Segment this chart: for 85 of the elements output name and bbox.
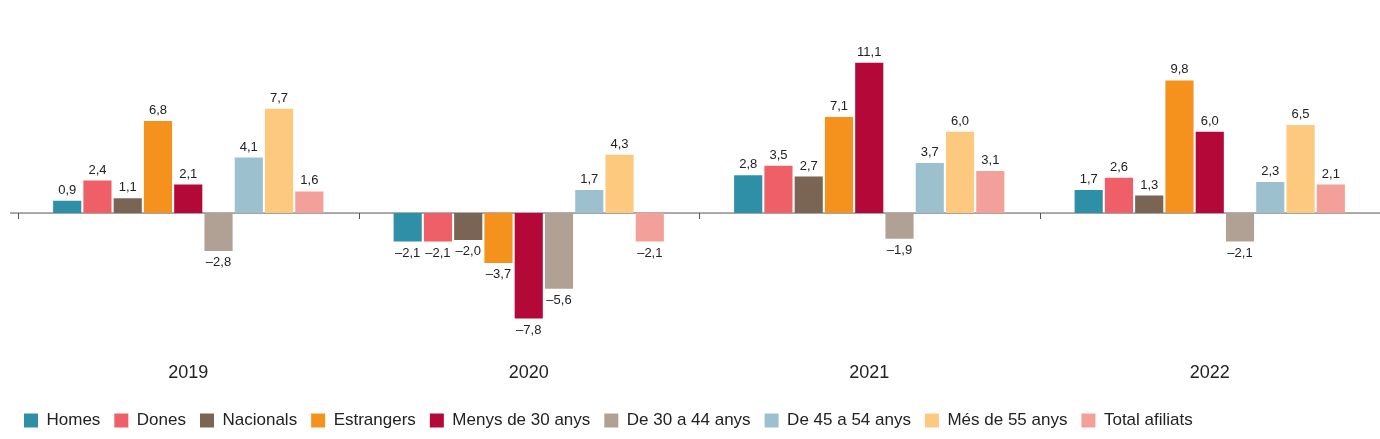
bar: [635, 213, 664, 242]
data-label: 1,7: [580, 171, 599, 187]
bar: [83, 180, 112, 214]
bar: [454, 213, 483, 241]
bar: [575, 190, 604, 214]
bar: [976, 171, 1005, 214]
data-label: 4,1: [239, 138, 258, 154]
bar: [204, 213, 233, 251]
bar: [1225, 213, 1255, 242]
legend-label: De 30 a 44 anys: [626, 410, 751, 430]
bar: [1286, 125, 1315, 214]
data-label: 6,0: [1200, 112, 1219, 128]
bar: [544, 213, 574, 289]
bar: [824, 116, 854, 214]
data-label: –7,8: [516, 321, 542, 337]
data-label: 2,8: [739, 156, 758, 172]
data-label: 2,3: [1261, 162, 1280, 178]
data-label: 6,0: [951, 112, 970, 128]
data-label: –2,0: [455, 243, 481, 259]
data-label: –1,9: [886, 241, 913, 257]
legend-label: Dones: [136, 410, 186, 430]
legend-label: Nacionals: [222, 410, 298, 430]
bar: [234, 157, 263, 214]
data-label: –2,8: [205, 254, 232, 270]
data-label: 2,7: [799, 157, 818, 173]
bar: [143, 121, 173, 214]
legend-label: Homes: [46, 410, 101, 430]
bar: [855, 62, 884, 214]
data-label: 2,1: [1321, 165, 1340, 181]
bar: [794, 176, 823, 214]
bar: [605, 154, 634, 214]
data-label: 3,1: [981, 152, 1000, 168]
data-label: 1,6: [300, 172, 319, 188]
bar: [915, 162, 944, 214]
bar: [1074, 190, 1103, 214]
x-tick-label: 2019: [168, 362, 209, 383]
bar: [1135, 195, 1164, 214]
data-label: 1,1: [118, 179, 137, 195]
bar: [1165, 80, 1194, 214]
legend-label: Més de 55 anys: [947, 410, 1068, 430]
data-label: 2,1: [179, 165, 198, 181]
legend-label: De 45 a 54 anys: [787, 410, 911, 430]
bar: [764, 165, 793, 214]
bar: [113, 198, 142, 214]
x-tick-label: 2021: [849, 362, 890, 383]
data-label: 2,4: [88, 161, 107, 177]
bar: [174, 184, 203, 214]
bar: [295, 191, 324, 214]
data-label: –2,1: [637, 244, 663, 260]
data-label: –2,1: [425, 244, 451, 260]
bar: [423, 213, 453, 242]
data-label: –3,7: [485, 266, 512, 282]
data-label: 9,8: [1170, 61, 1189, 77]
data-label: 0,9: [58, 181, 77, 197]
bar: [1256, 181, 1285, 214]
data-label: 7,7: [270, 89, 289, 105]
data-label: 1,7: [1079, 171, 1098, 187]
bar: [484, 213, 513, 264]
bar: [264, 108, 294, 214]
data-label: –2,1: [395, 244, 421, 260]
data-label: 3,5: [769, 146, 788, 162]
data-label: 2,6: [1109, 158, 1128, 174]
data-label: 11,1: [857, 43, 882, 59]
bar: [1104, 177, 1134, 214]
legend-label: Total afiliats: [1103, 410, 1193, 430]
bar: [734, 175, 763, 214]
data-label: 7,1: [829, 98, 849, 114]
legend-label: Menys de 30 anys: [452, 410, 591, 430]
bar: [885, 213, 914, 239]
legend-label: Estrangers: [333, 410, 416, 430]
data-label: 1,3: [1140, 176, 1159, 192]
data-label: 6,5: [1291, 106, 1310, 122]
x-tick-label: 2022: [1189, 362, 1230, 383]
bar: [1195, 131, 1224, 214]
bar: [393, 213, 422, 242]
data-label: 6,8: [148, 102, 168, 118]
x-tick-label: 2020: [508, 362, 549, 383]
bar: [945, 131, 975, 214]
data-label: 3,7: [920, 144, 939, 160]
bar: [514, 213, 543, 319]
bar: [1316, 184, 1345, 214]
bar: [53, 200, 82, 214]
data-label: –2,1: [1227, 244, 1253, 260]
data-label: 4,3: [610, 135, 629, 151]
data-label: –5,6: [546, 291, 572, 307]
